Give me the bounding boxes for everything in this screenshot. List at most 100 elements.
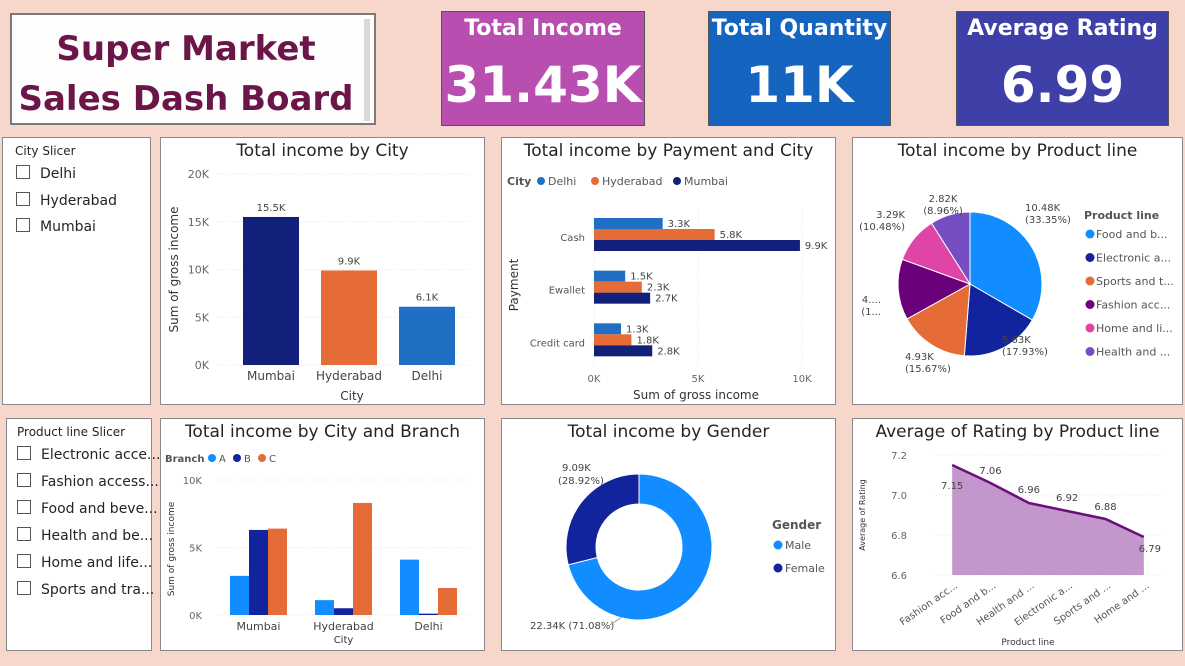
bar	[594, 281, 642, 293]
legend-label: Home and li...	[1096, 322, 1173, 335]
checkbox[interactable]	[16, 218, 30, 232]
city-slicer-item[interactable]: Hyderabad	[16, 192, 117, 209]
data-label: 1.5K	[630, 272, 653, 283]
data-label: 3.29K	[876, 210, 905, 221]
bar	[419, 613, 438, 615]
y-tick-label: 15K	[188, 216, 210, 229]
product-slicer-item[interactable]: Health and be...	[17, 527, 153, 544]
product-slicer-item[interactable]: Food and beve...	[17, 500, 158, 517]
legend-marker	[673, 177, 681, 185]
legend-marker	[1085, 347, 1095, 356]
data-label: 6.92	[1056, 493, 1078, 504]
checkbox[interactable]	[17, 527, 31, 541]
city-slicer-item-label: Mumbai	[40, 219, 96, 235]
bar	[594, 229, 715, 240]
kpi-value: 11K	[745, 56, 854, 114]
legend-marker	[1085, 300, 1095, 309]
product-slicer-item[interactable]: Sports and tra...	[17, 581, 154, 598]
data-label: 6.1K	[416, 293, 439, 304]
product-slicer-item[interactable]: Fashion access...	[17, 473, 159, 490]
data-label: 1.3K	[626, 324, 649, 335]
city-slicer-item[interactable]: Delhi	[16, 165, 76, 182]
kpi-value: 6.99	[1000, 56, 1125, 114]
legend-label: Female	[785, 562, 825, 575]
chart-title: Total income by Payment and City	[523, 141, 814, 161]
data-label: 2.7K	[655, 294, 678, 305]
bar	[594, 345, 653, 357]
legend-title: Branch	[165, 454, 204, 465]
bar	[594, 292, 651, 304]
checkbox[interactable]	[16, 165, 30, 179]
kpi-value: 31.43K	[444, 56, 642, 114]
data-label: 15.5K	[257, 203, 286, 214]
product-slicer-item-label: Sports and tra...	[41, 582, 155, 598]
bar	[243, 216, 299, 365]
product-slicer-item[interactable]: Electronic acce...	[17, 446, 160, 463]
pie-slice	[906, 283, 971, 357]
y-tick-label: 10K	[188, 264, 210, 277]
city-slicer-item[interactable]: Mumbai	[16, 218, 96, 235]
checkbox[interactable]	[17, 554, 31, 568]
bar	[594, 334, 632, 346]
bar	[315, 600, 334, 615]
leader-line	[609, 616, 623, 626]
bar	[594, 218, 663, 229]
data-label: 2.82K	[929, 194, 958, 205]
product-slicer-item-label: Food and beve...	[41, 501, 158, 517]
legend-label: Health and ...	[1096, 346, 1170, 359]
chart-income-by-city-branch[interactable]: Total income by City and Branch Branch A B…	[160, 418, 485, 651]
checkbox[interactable]	[17, 500, 31, 514]
chart-title: Total income by Gender	[567, 422, 770, 442]
pie-slice	[969, 211, 1043, 321]
bar	[321, 270, 377, 365]
x-tick-label: Delhi	[414, 620, 442, 633]
legend-label: Mumbai	[684, 175, 728, 188]
kpi-card-total-income: Total Income 31.43K	[441, 11, 645, 126]
y-tick-label: Credit card	[530, 338, 585, 349]
dashboard-title-line1: Super Market	[56, 29, 316, 69]
product-slicer-item[interactable]: Home and life...	[17, 554, 152, 571]
x-tick-label: 0K	[588, 374, 601, 385]
chart-income-by-city[interactable]: Total income by City 0K 5K 10K 15K 20K 15.5K M…	[160, 137, 485, 405]
city-slicer-item-label: Hyderabad	[40, 193, 117, 209]
data-label: (8.96%)	[923, 206, 963, 217]
x-axis-title: City	[340, 389, 364, 403]
data-label: 9.09K	[562, 463, 591, 474]
chart-income-by-product-line[interactable]: Total income by Product line 10.48K (33.3…	[852, 137, 1183, 405]
x-tick-label: 10K	[792, 374, 812, 385]
area-fill	[952, 465, 1144, 575]
bar	[594, 270, 626, 282]
data-label: 22.34K (71.08%)	[530, 621, 614, 632]
area-line	[951, 463, 1145, 539]
legend-marker	[233, 454, 241, 462]
x-axis-title: Product line	[1001, 638, 1055, 648]
checkbox[interactable]	[17, 446, 31, 460]
chart-income-by-gender[interactable]: Total income by Gender 22.34K (71.08%) 9.…	[501, 418, 836, 651]
legend-title: Product line	[1084, 209, 1159, 222]
kpi-label: Total Income	[464, 16, 622, 41]
legend-marker	[1085, 276, 1095, 286]
kpi-card-average-rating: Average Rating 6.99	[956, 11, 1169, 126]
chart-rating-by-product-line[interactable]: Average of Rating by Product line 6.6 6.8…	[852, 418, 1183, 651]
chart-title: Total income by City	[236, 141, 409, 161]
data-label: 5.63K	[1002, 335, 1031, 346]
checkbox[interactable]	[17, 581, 31, 595]
data-label: 5.8K	[720, 230, 743, 241]
y-tick-label: Ewallet	[549, 286, 585, 297]
data-label: 3.3K	[668, 219, 691, 230]
chart-income-by-payment-city[interactable]: Total income by Payment and City City Del…	[501, 137, 836, 405]
legend-marker	[591, 177, 599, 185]
data-label: 6.96	[1018, 485, 1040, 496]
checkbox[interactable]	[17, 473, 31, 487]
bar	[230, 575, 249, 615]
checkbox[interactable]	[16, 192, 30, 206]
x-tick-label: Hyderabad	[313, 620, 374, 633]
legend-label: Male	[785, 539, 811, 552]
x-tick-label: Mumbai	[247, 369, 295, 383]
y-tick-label: 5K	[195, 311, 210, 324]
legend-marker	[1085, 253, 1095, 262]
legend-marker	[258, 454, 266, 462]
data-label: 2.8K	[657, 346, 680, 357]
legend-marker	[1085, 229, 1095, 239]
title-scrollbar[interactable]	[364, 19, 370, 121]
